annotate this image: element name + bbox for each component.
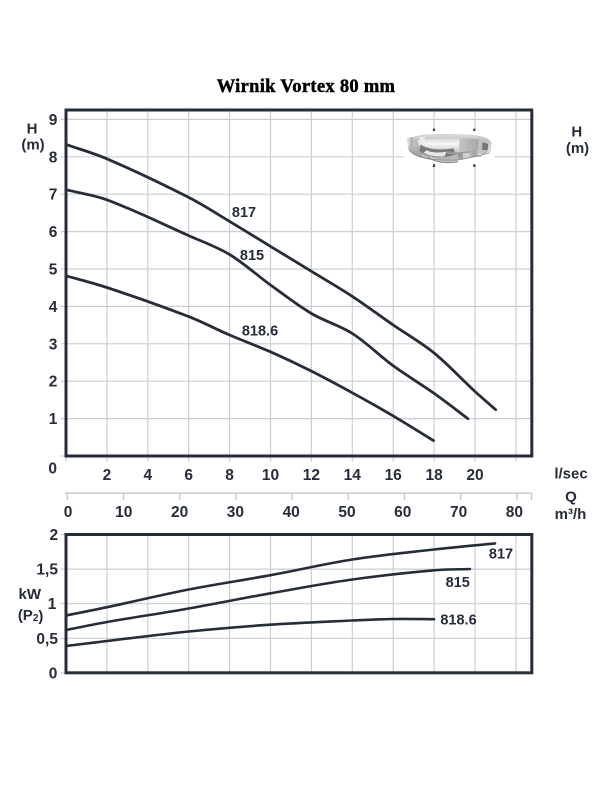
svg-text:m³/h: m³/h — [555, 506, 587, 523]
svg-text:818.6: 818.6 — [242, 323, 278, 339]
svg-text:(m): (m) — [566, 140, 589, 157]
svg-text:(P2): (P2) — [18, 607, 44, 625]
svg-text:H: H — [27, 121, 38, 138]
svg-text:12: 12 — [303, 467, 320, 484]
svg-text:8: 8 — [225, 467, 234, 484]
svg-text:8: 8 — [49, 149, 58, 166]
svg-text:10: 10 — [262, 467, 279, 484]
svg-text:4: 4 — [143, 467, 152, 484]
svg-text:30: 30 — [227, 504, 244, 521]
svg-text:l/sec: l/sec — [554, 466, 587, 483]
svg-text:5: 5 — [49, 262, 58, 279]
svg-text:50: 50 — [338, 504, 355, 521]
svg-text:Wirnik Vortex 80 mm: Wirnik Vortex 80 mm — [217, 77, 396, 97]
svg-text:kW: kW — [19, 586, 42, 603]
svg-text:6: 6 — [184, 467, 193, 484]
svg-text:0,5: 0,5 — [36, 631, 58, 648]
svg-text:H: H — [571, 124, 582, 141]
svg-text:16: 16 — [385, 467, 403, 484]
svg-text:60: 60 — [394, 504, 411, 521]
svg-text:20: 20 — [466, 467, 483, 484]
svg-text:20: 20 — [171, 504, 188, 521]
svg-text:9: 9 — [49, 112, 58, 129]
svg-text:818.6: 818.6 — [440, 612, 476, 628]
svg-text:4: 4 — [49, 299, 58, 316]
svg-text:0: 0 — [49, 665, 58, 682]
svg-text:2: 2 — [49, 527, 58, 544]
svg-text:2: 2 — [103, 467, 112, 484]
svg-text:14: 14 — [344, 467, 362, 484]
svg-text:0: 0 — [48, 461, 57, 478]
svg-text:1: 1 — [48, 596, 57, 613]
svg-text:817: 817 — [489, 546, 513, 562]
svg-text:Q: Q — [565, 489, 577, 506]
svg-text:18: 18 — [425, 467, 443, 484]
svg-text:815: 815 — [446, 575, 470, 591]
svg-text:1: 1 — [49, 411, 58, 428]
svg-text:6: 6 — [49, 224, 58, 241]
svg-text:817: 817 — [232, 205, 256, 221]
svg-text:7: 7 — [49, 187, 58, 204]
svg-text:70: 70 — [450, 504, 467, 521]
svg-text:10: 10 — [115, 504, 132, 521]
svg-text:815: 815 — [240, 248, 264, 264]
svg-text:2: 2 — [49, 374, 58, 391]
svg-text:0: 0 — [64, 504, 73, 521]
svg-text:(m): (m) — [21, 137, 44, 154]
svg-text:3: 3 — [49, 336, 58, 353]
svg-text:1,5: 1,5 — [36, 562, 58, 579]
svg-text:80: 80 — [506, 504, 523, 521]
svg-text:40: 40 — [283, 504, 300, 521]
